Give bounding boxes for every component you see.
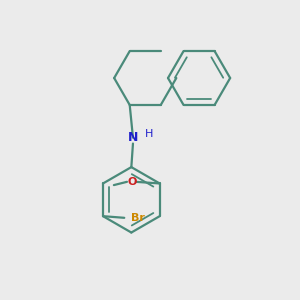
Text: O: O: [127, 177, 136, 187]
Text: N: N: [128, 131, 138, 144]
Text: H: H: [145, 129, 154, 140]
Text: Br: Br: [131, 213, 145, 223]
